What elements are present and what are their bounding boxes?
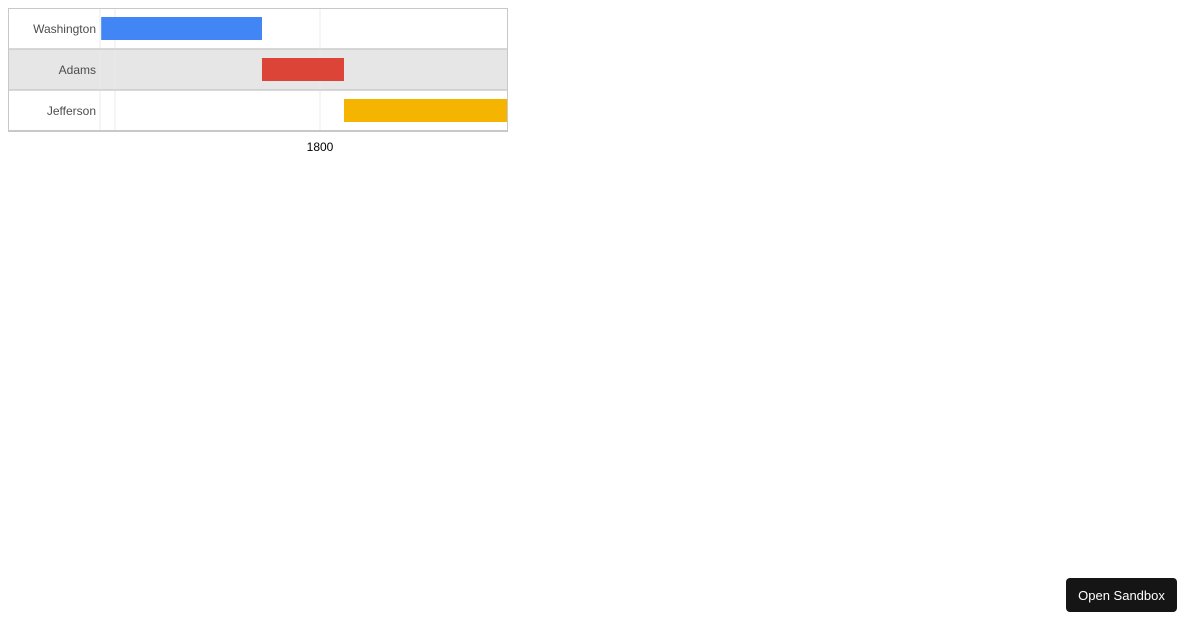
timeline-bar — [261, 58, 344, 81]
open-sandbox-button[interactable]: Open Sandbox — [1066, 578, 1177, 612]
row-label: Washington — [33, 22, 96, 36]
row-background — [8, 49, 508, 90]
row-label: Adams — [59, 63, 96, 77]
x-tick-label: 1800 — [307, 140, 334, 154]
row-label: Jefferson — [47, 104, 96, 118]
timeline-bar — [343, 99, 507, 122]
timeline-bar — [101, 17, 262, 40]
timeline-chart: Washington Adams Jefferson 1800 — [8, 8, 508, 154]
